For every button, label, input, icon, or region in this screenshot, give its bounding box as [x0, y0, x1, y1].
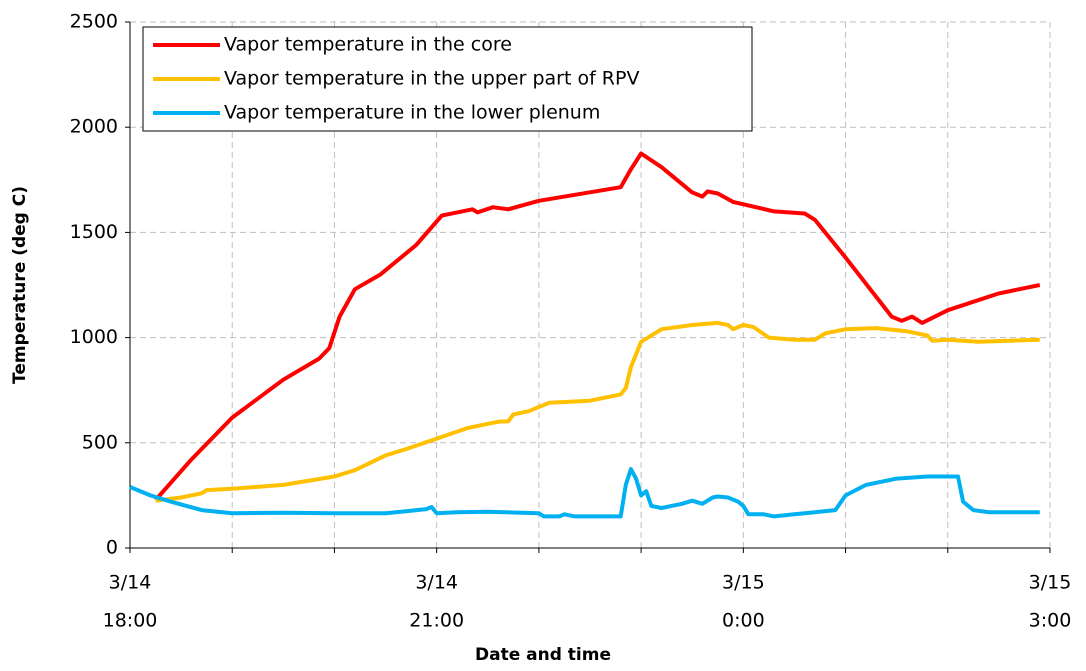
x-tick-label: 21:00: [409, 610, 464, 632]
legend-label: Vapor temperature in the upper part of R…: [224, 68, 639, 90]
legend-label: Vapor temperature in the core: [224, 34, 512, 56]
x-tick-label: 18:00: [103, 610, 158, 632]
legend-label: Vapor temperature in the lower plenum: [224, 102, 600, 124]
y-axis-label: Temperature (deg C): [10, 186, 30, 384]
y-tick-label: 1000: [70, 326, 118, 348]
x-tick-label: 3:00: [1029, 610, 1072, 632]
series-line: [129, 467, 1040, 519]
y-tick-label: 2500: [70, 11, 118, 33]
x-tick-label: 3/14: [109, 572, 152, 594]
legend: Vapor temperature in the core Vapor tempe…: [142, 26, 753, 132]
legend-box: [142, 26, 753, 132]
y-tick-label: 500: [82, 431, 118, 453]
x-axis-label: Date and time: [475, 645, 611, 665]
series-line: [155, 320, 1040, 503]
series-line: [154, 151, 1041, 502]
x-tick-label: 3/15: [722, 572, 765, 594]
x-tick-label: 0:00: [722, 610, 765, 632]
x-tick-label: 3/14: [415, 572, 458, 594]
y-tick-label: 1500: [70, 221, 118, 243]
y-tick-label: 2000: [70, 116, 118, 138]
x-tick-label: 3/15: [1029, 572, 1072, 594]
y-tick-label: 0: [106, 537, 118, 559]
